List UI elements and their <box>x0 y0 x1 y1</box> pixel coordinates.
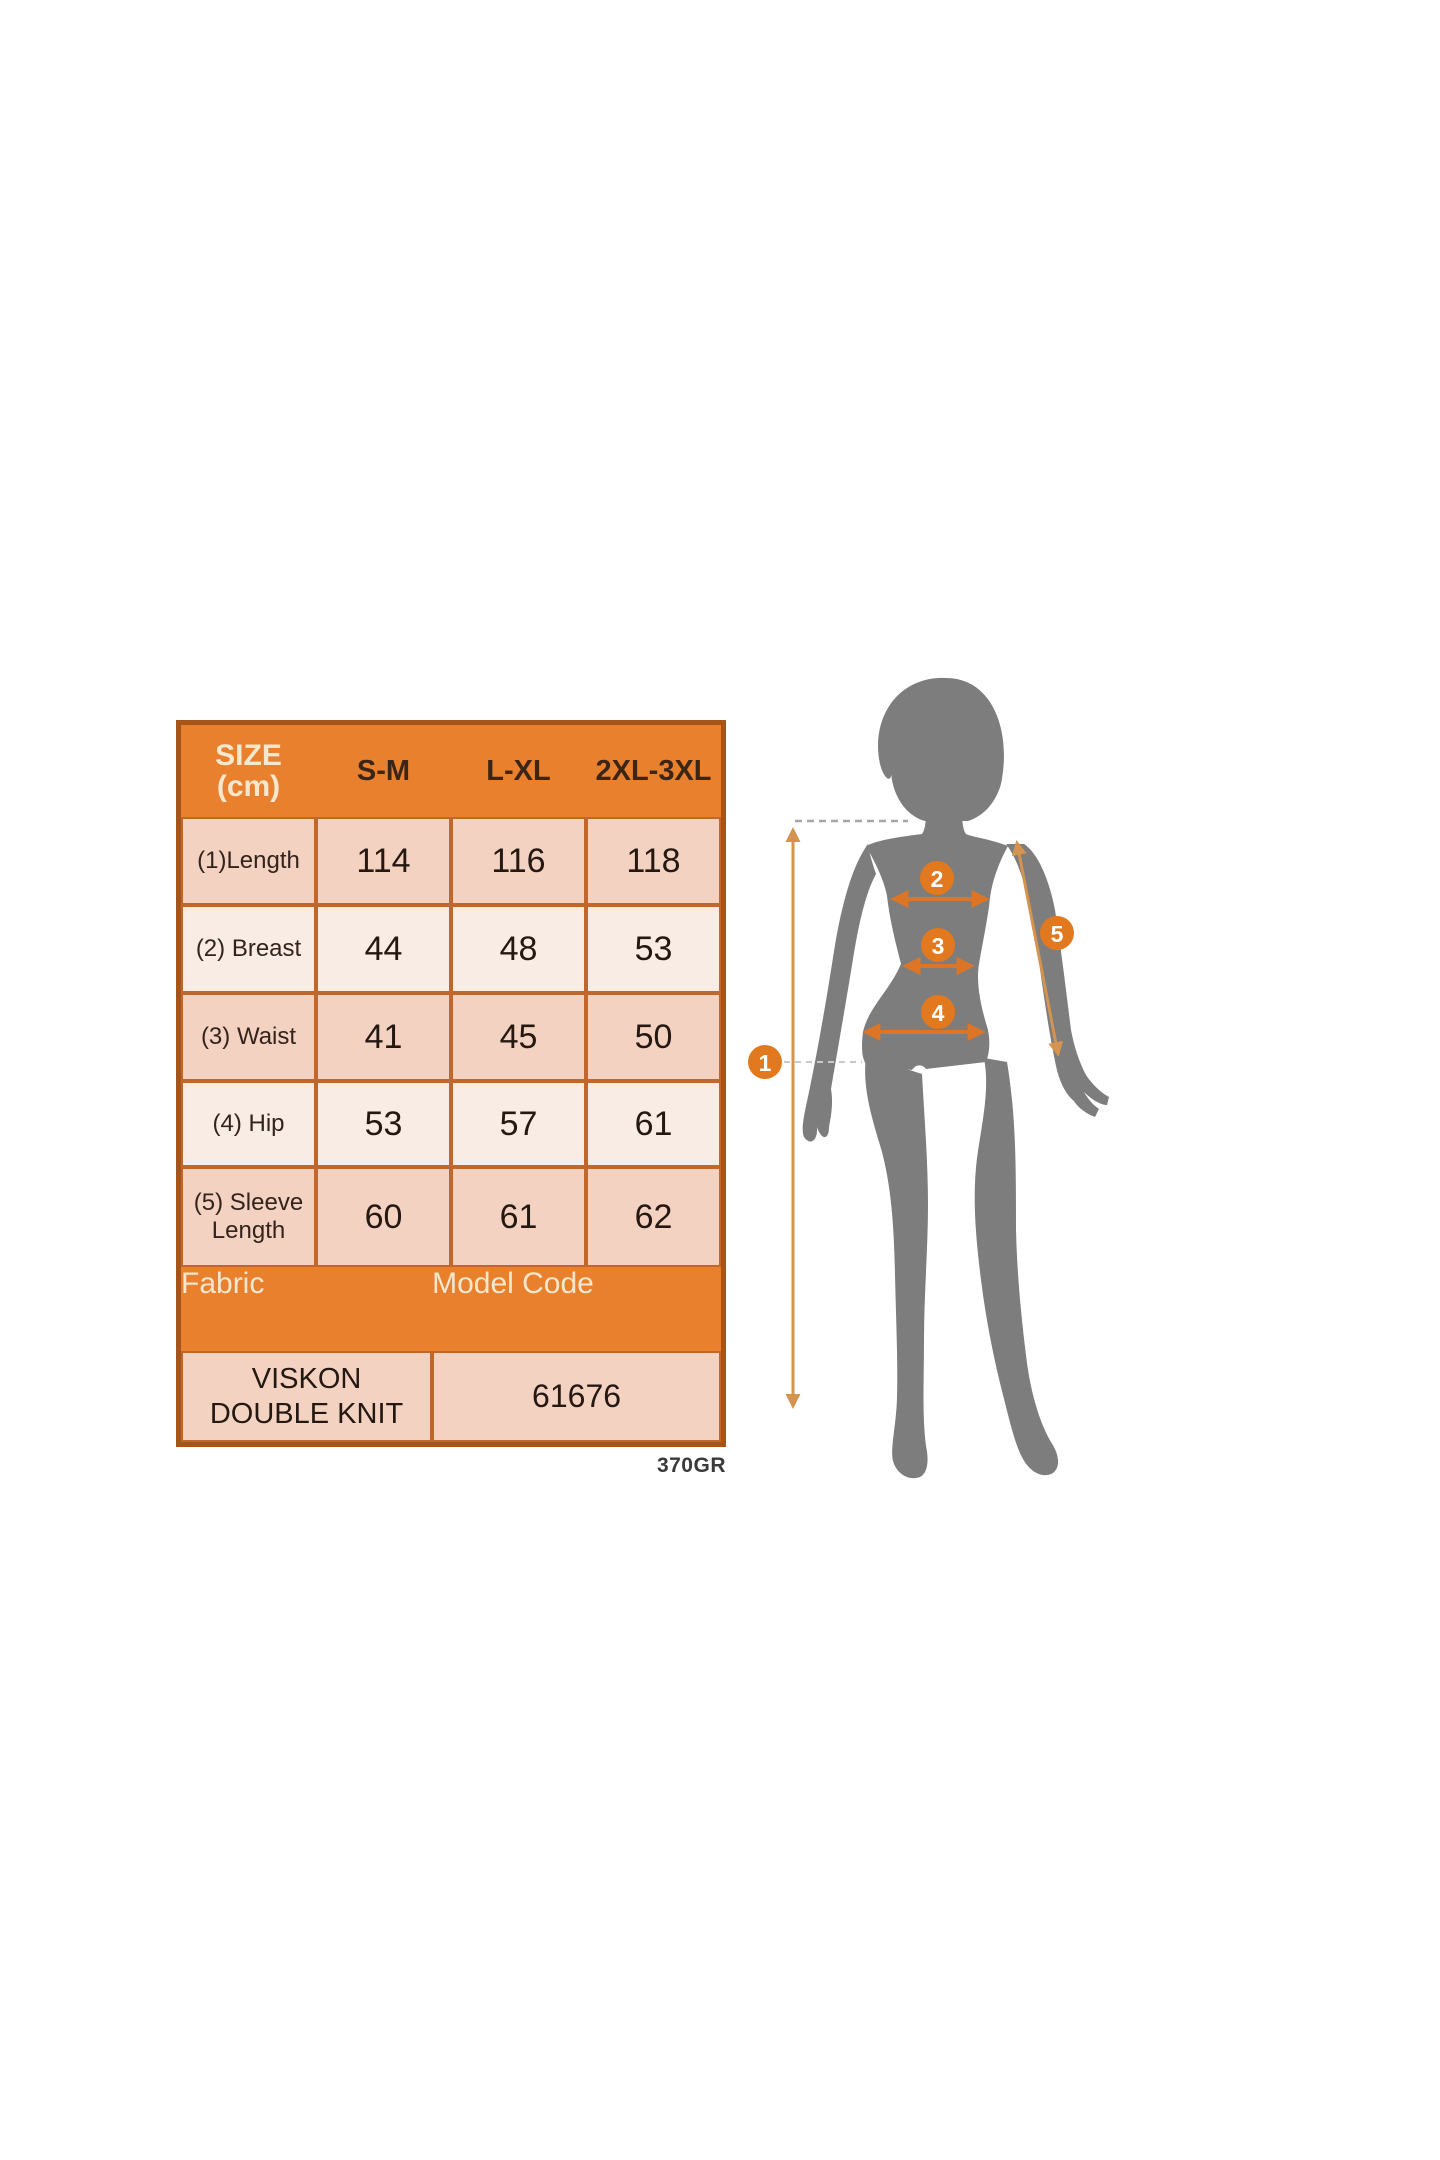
row-label-sleeve: (5) Sleeve Length <box>181 1167 316 1267</box>
marker-4-circle <box>921 995 955 1029</box>
measurement-figure: 1 2 3 4 5 <box>748 677 1109 1479</box>
model-code-value: 61676 <box>432 1351 721 1442</box>
marker-2-label: 2 <box>931 866 944 892</box>
col-header-2xl3xl: 2XL-3XL <box>595 754 712 787</box>
weight-note: 370GR <box>656 1454 726 1477</box>
value-waist-2xl3xl: 50 <box>586 993 721 1081</box>
value-breast-2xl3xl: 53 <box>586 905 721 993</box>
marker-3-circle <box>921 928 955 962</box>
value-waist-sm: 41 <box>316 993 451 1081</box>
value-length-lxl: 116 <box>451 817 586 905</box>
size-chart-table: SIZE (cm) S-M L-XL 2XL-3XL (1)Length 114… <box>176 720 726 1447</box>
size-cm-header: SIZE (cm) <box>215 738 282 803</box>
value-breast-lxl: 48 <box>451 905 586 993</box>
marker-1: 1 <box>748 1045 782 1079</box>
model-code-header: Model Code <box>432 1267 594 1300</box>
table-row-waist: (3) Waist 41 45 50 <box>181 993 721 1081</box>
value-hip-lxl: 57 <box>451 1081 586 1167</box>
marker-5-circle <box>1040 916 1074 950</box>
value-sleeve-sm: 60 <box>316 1167 451 1267</box>
value-length-sm: 114 <box>316 817 451 905</box>
table-row-hip: (4) Hip 53 57 61 <box>181 1081 721 1167</box>
marker-3: 3 <box>921 928 955 962</box>
value-waist-lxl: 45 <box>451 993 586 1081</box>
col-header-sm: S-M <box>356 754 411 787</box>
fabric-header: Fabric <box>181 1267 265 1300</box>
marker-5: 5 <box>1040 916 1074 950</box>
col-header-lxl: L-XL <box>486 754 551 787</box>
marker-1-circle <box>748 1045 782 1079</box>
row-label-waist: (3) Waist <box>181 993 316 1081</box>
marker-2-circle <box>920 861 954 895</box>
row-label-breast: (2) Breast <box>181 905 316 993</box>
table-row-breast: (2) Breast 44 48 53 <box>181 905 721 993</box>
fabric-value-row: VISKON DOUBLE KNIT 61676 <box>181 1351 721 1442</box>
woman-silhouette <box>802 677 1109 1479</box>
table-row-sleeve: (5) Sleeve Length 60 61 62 <box>181 1167 721 1267</box>
marker-5-label: 5 <box>1051 921 1064 947</box>
marker-4: 4 <box>921 995 955 1029</box>
row-label-length: (1)Length <box>181 817 316 905</box>
value-sleeve-lxl: 61 <box>451 1167 586 1267</box>
marker-1-label: 1 <box>759 1050 772 1076</box>
value-hip-sm: 53 <box>316 1081 451 1167</box>
fabric-value: VISKON DOUBLE KNIT <box>181 1351 433 1442</box>
table-row-length: (1)Length 114 116 118 <box>181 817 721 905</box>
marker-4-label: 4 <box>932 1000 945 1026</box>
value-length-2xl3xl: 118 <box>586 817 721 905</box>
marker-2: 2 <box>920 861 954 895</box>
value-breast-sm: 44 <box>316 905 451 993</box>
row-label-hip: (4) Hip <box>181 1081 316 1167</box>
value-hip-2xl3xl: 61 <box>586 1081 721 1167</box>
value-sleeve-2xl3xl: 62 <box>586 1167 721 1267</box>
sleeve-arrow <box>1011 840 1064 1057</box>
fabric-header-row: Fabric Model Code <box>181 1267 721 1351</box>
table-header-row: SIZE (cm) S-M L-XL 2XL-3XL <box>181 725 721 817</box>
marker-3-label: 3 <box>932 933 945 959</box>
